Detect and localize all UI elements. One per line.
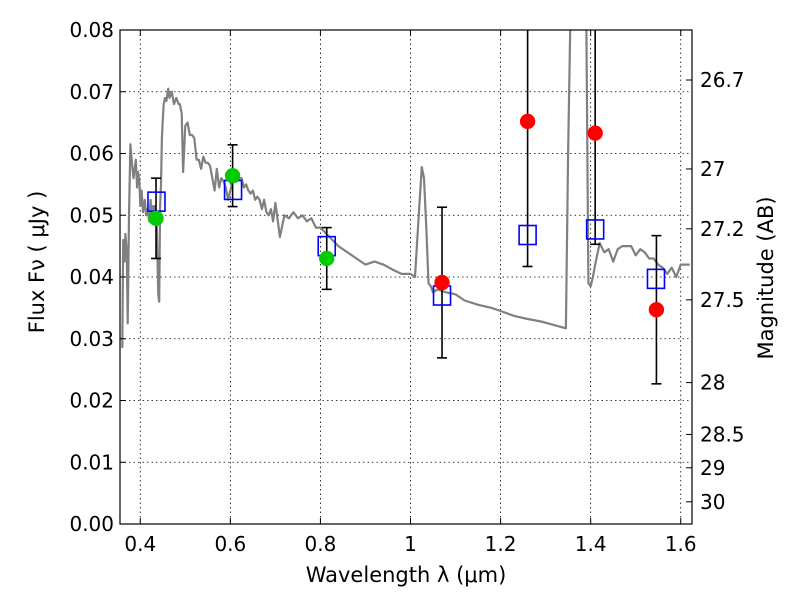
y-right-tick-label: 27.2 (700, 217, 745, 241)
x-tick-label: 1.4 (575, 532, 607, 556)
y-tick-label: 0.07 (69, 80, 114, 104)
x-tick-label: 0.8 (305, 532, 337, 556)
model-square-marker (518, 224, 537, 246)
x-tick-label: 0.6 (214, 532, 246, 556)
observed-point-marker (148, 210, 164, 227)
y-tick-label: 0.00 (69, 512, 114, 536)
x-tick-label: 0.4 (124, 532, 156, 556)
y-tick-label: 0.02 (69, 389, 114, 413)
observed-point-marker (224, 167, 241, 184)
x-tick-label: 1.2 (485, 532, 517, 556)
data-markers (147, 113, 666, 318)
x-tick-label: 1 (404, 532, 417, 556)
y-right-tick-label: 28 (700, 371, 725, 395)
tick-labels: 0.4 0.6 0.8 1 1.2 1.4 1.6 0.00 0.01 0.02 0.03 0.04 0… (69, 18, 744, 556)
x-tick-label: 1.6 (665, 532, 697, 556)
observed-point-marker (519, 113, 536, 130)
y-tick-label: 0.04 (69, 265, 114, 289)
y-right-tick-label: 29 (700, 456, 725, 480)
spectrum-line (121, 30, 690, 349)
y-axis-label: Flux Fν ( μJy ) (25, 191, 49, 334)
observed-point-marker (648, 301, 665, 318)
y-right-tick-label: 27.5 (700, 288, 745, 312)
y-tick-label: 0.03 (69, 327, 114, 351)
model-square-marker (646, 268, 666, 290)
observed-point-marker (587, 125, 603, 141)
observed-point-marker (318, 250, 335, 267)
y-right-tick-label: 30 (700, 490, 725, 514)
y-right-tick-label: 26.7 (700, 68, 745, 92)
y-right-tick-label: 27 (700, 157, 725, 181)
observed-point-marker (434, 274, 450, 291)
y-tick-label: 0.05 (69, 203, 114, 227)
model-square-marker (585, 219, 605, 240)
template-spectrum (121, 30, 690, 349)
y-right-tick-label: 28.5 (700, 422, 745, 446)
axis-ticks (120, 29, 692, 525)
y-tick-label: 0.08 (69, 18, 114, 42)
y-right-axis-label: Magnitude (AB) (754, 196, 778, 359)
x-axis-label: Wavelength λ (μm) (306, 563, 507, 587)
y-tick-label: 0.06 (69, 142, 114, 166)
y-tick-label: 0.01 (69, 450, 114, 474)
